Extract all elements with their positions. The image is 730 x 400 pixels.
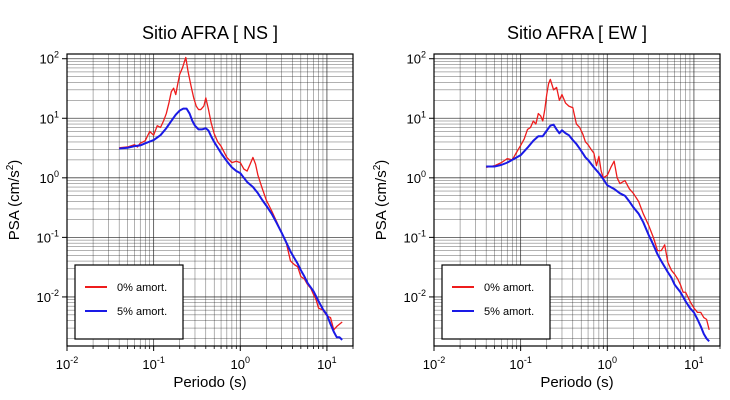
y-tick-label: 101 [407,109,426,126]
y-tick-label: 10-2 [404,288,426,305]
x-tick-label: 10-1 [509,355,531,372]
chart-title: Sitio AFRA [ EW ] [507,23,647,43]
y-tick-label: 100 [40,169,59,186]
x-tick-label: 101 [317,355,336,372]
series-line-undamped [486,78,710,331]
legend-label: 0% amort. [484,282,534,294]
x-tick-label: 100 [598,355,617,372]
y-tick-label: 100 [407,169,426,186]
y-tick-label: 10-1 [37,228,59,245]
y-tick-label: 102 [40,50,59,67]
plot-frame [66,53,354,347]
legend-label: 5% amort. [484,306,534,318]
x-tick-label: 101 [684,355,703,372]
series-line-damped [486,123,710,342]
x-tick-label: 10-2 [56,355,78,372]
y-axis-label: PSA (cm/s2) [372,160,390,241]
plot-frame [433,53,721,347]
legend: 0% amort. 5% amort. [74,264,184,340]
y-tick-label: 101 [40,109,59,126]
y-tick-label: 10-2 [37,288,59,305]
y-tick-label: 10-1 [404,228,426,245]
y-axis-label: PSA (cm/s2) [5,160,23,241]
legend-label: 5% amort. [117,306,167,318]
chart-panel-2: 10-2 10-1 100 101 10-2 10-1 100 101 102 Sitio AFR… [372,23,721,391]
series-line-damped [119,107,343,341]
x-axis-label: Periodo (s) [540,374,613,391]
legend-box [441,264,551,340]
x-tick-label: 10-2 [423,355,445,372]
x-tick-label: 100 [231,355,250,372]
legend-label: 0% amort. [117,282,167,294]
legend-box [74,264,184,340]
chart-title: Sitio AFRA [ NS ] [142,23,278,43]
y-tick-label: 102 [407,50,426,67]
chart-panel-1: 10-2 10-1 100 101 10-2 10-1 100 101 102 Sitio AFR… [5,23,354,391]
x-tick-label: 10-1 [142,355,164,372]
legend: 0% amort. 5% amort. [441,264,551,340]
x-axis-label: Periodo (s) [173,374,246,391]
